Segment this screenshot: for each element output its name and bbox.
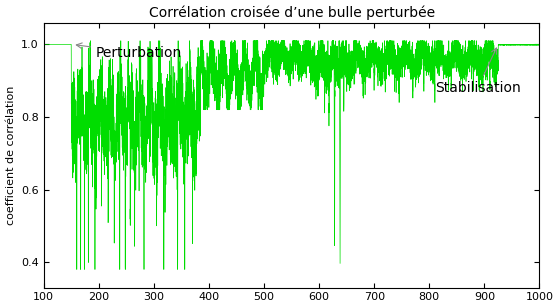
Text: Stabilisation: Stabilisation xyxy=(435,48,520,95)
Title: Corrélation croisée d’une bulle perturbée: Corrélation croisée d’une bulle perturbé… xyxy=(149,6,435,20)
Text: Perturbation: Perturbation xyxy=(77,43,182,60)
Y-axis label: coefficient de corrélation: coefficient de corrélation xyxy=(6,85,16,225)
